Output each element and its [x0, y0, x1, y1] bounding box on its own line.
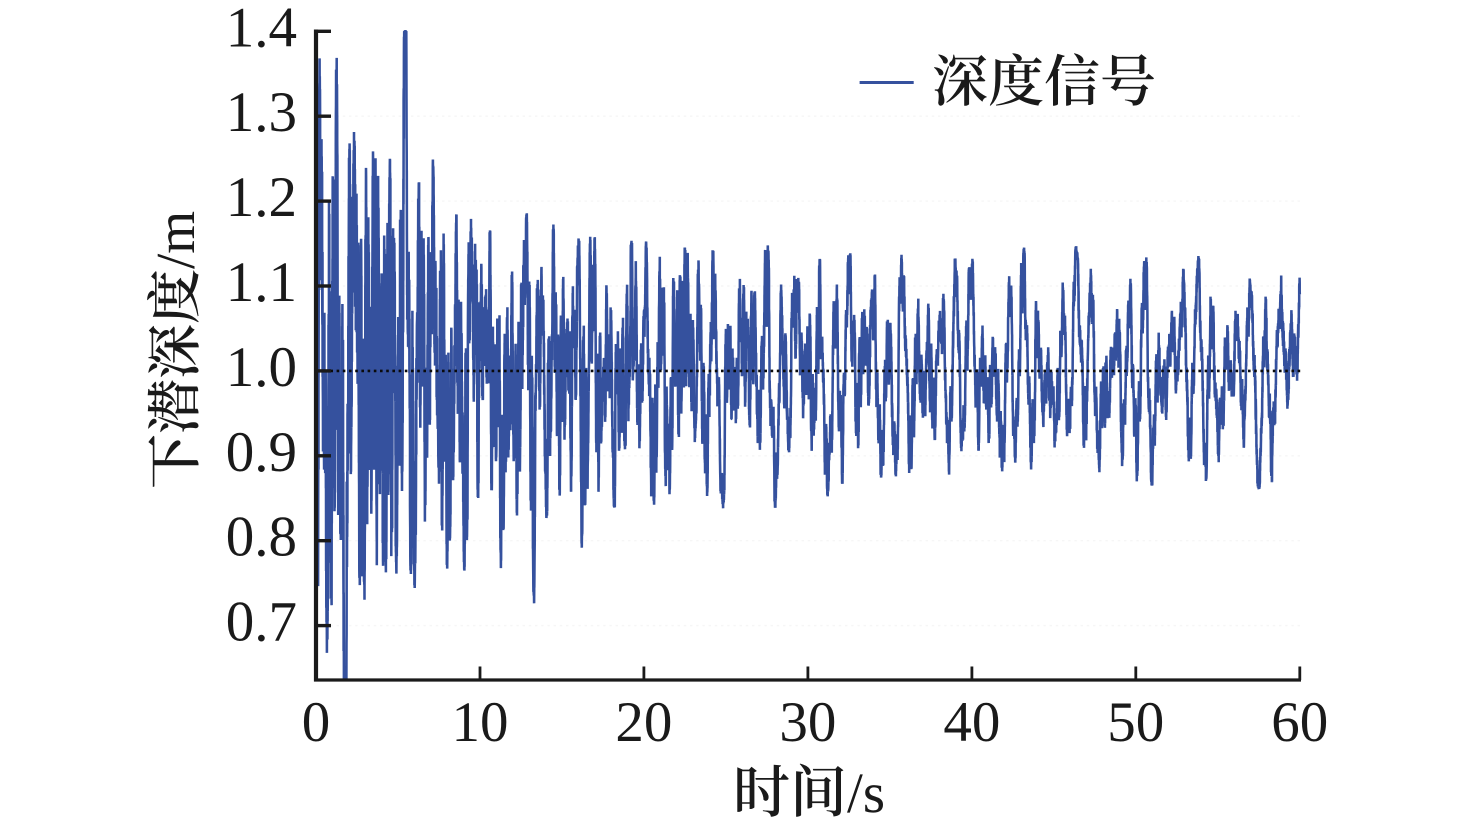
svg-text:0.9: 0.9 — [226, 421, 297, 484]
svg-text:0: 0 — [302, 691, 331, 754]
svg-text:1.2: 1.2 — [226, 166, 297, 229]
svg-text:10: 10 — [452, 691, 509, 754]
svg-text:30: 30 — [779, 691, 836, 754]
svg-text:40: 40 — [943, 691, 1000, 754]
svg-text:60: 60 — [1271, 691, 1328, 754]
svg-text:1.4: 1.4 — [226, 0, 297, 59]
svg-text:1.0: 1.0 — [226, 336, 297, 399]
svg-text:1.3: 1.3 — [226, 81, 297, 144]
svg-text:0.7: 0.7 — [226, 591, 297, 654]
svg-text:0.8: 0.8 — [226, 506, 297, 569]
svg-text:20: 20 — [615, 691, 672, 754]
svg-text:50: 50 — [1107, 691, 1164, 754]
svg-text:1.1: 1.1 — [226, 251, 297, 314]
